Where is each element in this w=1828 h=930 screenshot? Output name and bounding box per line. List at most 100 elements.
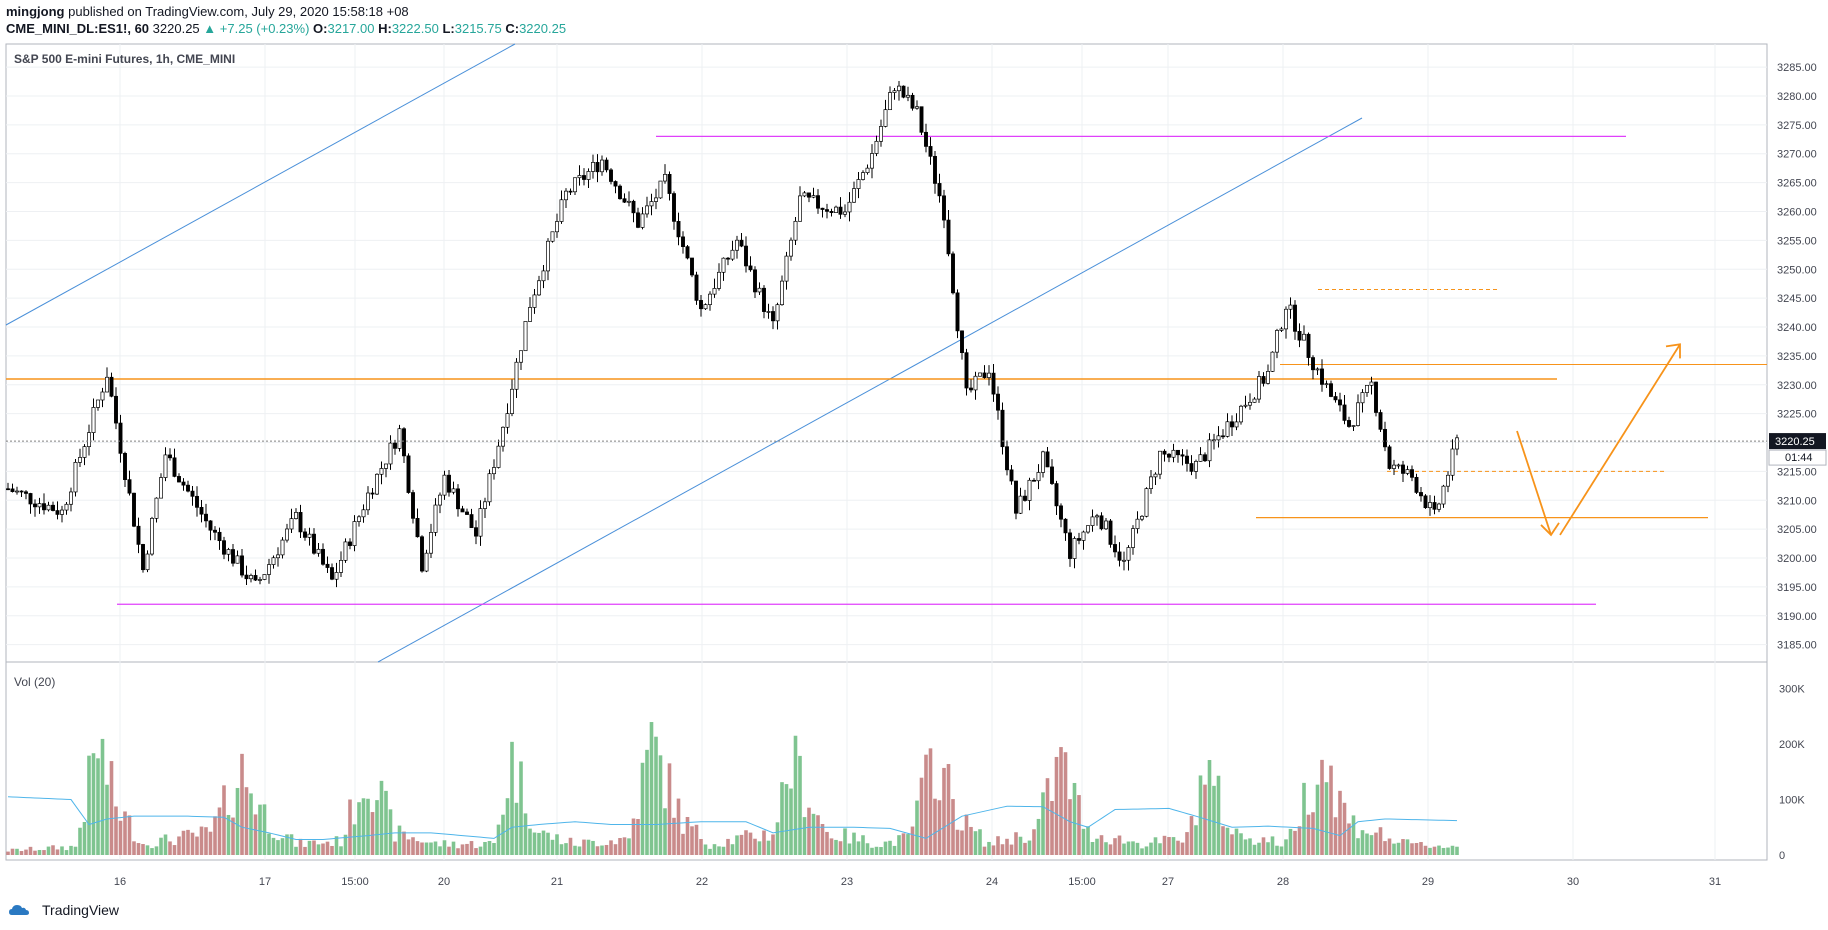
volume-bar xyxy=(1117,835,1122,855)
volume-bar xyxy=(532,832,537,855)
candle-body xyxy=(514,361,519,390)
volume-bar xyxy=(1086,826,1090,855)
author-name[interactable]: mingjong xyxy=(6,4,65,19)
price-tick-label: 3250.00 xyxy=(1777,264,1817,276)
candle-body xyxy=(91,407,96,433)
candle-body xyxy=(1054,483,1059,507)
candle-body xyxy=(1288,304,1293,310)
candle-body xyxy=(1311,357,1315,371)
last-price: 3220.25 xyxy=(152,21,200,36)
volume-bar xyxy=(1252,844,1257,855)
candle-body xyxy=(951,253,955,294)
candle-body xyxy=(330,567,334,580)
trend-line-lower xyxy=(377,117,1363,663)
volume-bar xyxy=(568,837,573,855)
volume-bar xyxy=(1144,846,1149,855)
candle-body xyxy=(1216,435,1221,441)
open-label: O: xyxy=(313,21,328,36)
low-value: 3215.75 xyxy=(454,21,502,36)
candle-body xyxy=(1167,453,1171,458)
candle-body xyxy=(946,219,951,255)
candle-body xyxy=(154,497,159,519)
volume-bar xyxy=(370,812,375,855)
candle-body xyxy=(213,529,217,533)
candle-body xyxy=(1086,525,1090,533)
grid xyxy=(5,43,1768,861)
volume-bar xyxy=(10,848,15,855)
volume-bar xyxy=(186,829,190,855)
candle-body xyxy=(1104,520,1108,530)
candle-body xyxy=(811,195,816,198)
volume-bar xyxy=(141,844,145,855)
candle-body xyxy=(96,399,100,408)
price-tick-label: 3225.00 xyxy=(1777,409,1817,421)
volume-bar xyxy=(784,784,789,855)
volume-bar xyxy=(582,839,586,855)
volume-bar xyxy=(861,835,865,855)
candle-body xyxy=(1455,437,1459,450)
candle-body xyxy=(1158,450,1162,475)
volume-bar xyxy=(982,846,987,855)
candle-body xyxy=(1198,454,1203,462)
candle-body xyxy=(150,517,154,555)
volume-bar xyxy=(1104,842,1108,855)
candle-body xyxy=(537,280,541,296)
volume-bar xyxy=(6,851,10,855)
candle-body xyxy=(681,236,685,247)
volume-bar xyxy=(393,841,397,855)
candle-body xyxy=(816,195,820,209)
candle-body xyxy=(1023,495,1027,501)
volume-bar xyxy=(1207,760,1212,855)
volume-bar xyxy=(892,845,897,855)
volume-bar xyxy=(1450,845,1455,855)
volume-bar xyxy=(1311,812,1315,855)
price-tick-label: 3260.00 xyxy=(1777,206,1817,218)
candle-body xyxy=(897,85,901,92)
candle-body xyxy=(141,544,145,571)
volume-bar xyxy=(1185,832,1189,855)
candle-body xyxy=(1261,376,1266,384)
price-tick-label: 3280.00 xyxy=(1777,91,1817,103)
volume-bar xyxy=(379,780,384,855)
candle-body xyxy=(978,372,982,377)
volume-bar xyxy=(681,833,685,855)
candle-body xyxy=(798,195,802,222)
volume-ma-line xyxy=(7,796,1458,840)
candle-body xyxy=(564,190,568,201)
candle-body xyxy=(883,109,888,127)
volume-bar xyxy=(510,741,514,855)
volume-bar xyxy=(118,820,123,855)
candle-body xyxy=(82,446,87,458)
volume-tick-label: 0 xyxy=(1779,850,1785,862)
volume-bar xyxy=(505,798,510,855)
volume-bar xyxy=(739,834,744,855)
volume-bar xyxy=(1333,817,1338,855)
candle-body xyxy=(577,175,582,179)
candle-body xyxy=(105,376,109,393)
volume-bar xyxy=(298,838,303,855)
candle-body xyxy=(906,94,910,98)
symbol-name[interactable]: CME_MINI_DL:ES1!, 60 xyxy=(6,21,150,36)
forecast-up-arrow xyxy=(1559,343,1681,536)
tradingview-logo[interactable]: TradingView xyxy=(8,902,119,918)
candle-body xyxy=(249,575,253,580)
volume-bar xyxy=(1014,832,1018,855)
candle-body xyxy=(748,265,753,271)
volume-bar xyxy=(577,846,582,855)
candle-body xyxy=(726,257,730,260)
volume-bar xyxy=(609,840,613,855)
candle-body xyxy=(613,181,618,187)
volume-bar xyxy=(730,844,735,855)
candle-body xyxy=(276,554,280,559)
candle-body xyxy=(294,512,298,519)
candle-body xyxy=(757,287,762,293)
volume-bar xyxy=(1432,846,1437,855)
candle-body xyxy=(631,200,636,214)
volume-bar xyxy=(307,840,312,855)
candle-body xyxy=(474,527,478,537)
volume-bar xyxy=(55,849,60,855)
candle-body xyxy=(1378,412,1383,430)
candle-body xyxy=(1090,516,1095,526)
candle-body xyxy=(1383,428,1387,448)
